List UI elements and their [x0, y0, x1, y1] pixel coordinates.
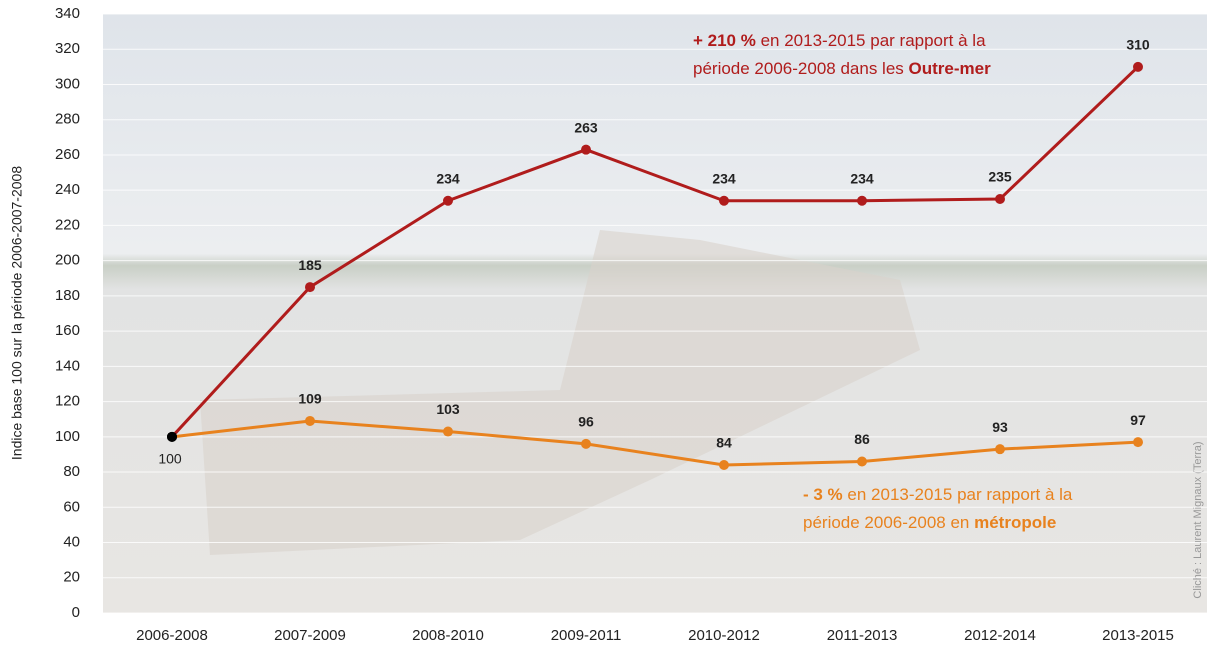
ship-silhouette — [200, 230, 920, 555]
annotation: - 3 % en 2013-2015 par rapport à la — [803, 485, 1073, 504]
data-label: 235 — [988, 169, 1012, 185]
annotation-part: - 3 % — [803, 485, 843, 504]
y-tick-label: 200 — [55, 252, 80, 269]
annotation-part: période 2006-2008 dans les — [693, 59, 909, 78]
x-tick-label: 2006-2008 — [136, 627, 208, 644]
data-label: 234 — [712, 170, 736, 186]
annotation-part: période 2006-2008 en — [803, 513, 974, 532]
data-point — [995, 444, 1005, 455]
annotation-part: en 2013-2015 par rapport à la — [756, 31, 986, 50]
x-tick-label: 2010-2012 — [688, 627, 760, 644]
annotation: période 2006-2008 en métropole — [803, 513, 1056, 532]
x-tick-label: 2007-2009 — [274, 627, 346, 644]
series-line — [170, 65, 1140, 438]
y-tick-label: 100 — [55, 428, 80, 445]
y-tick-label: 180 — [55, 287, 80, 304]
annotation-part: Outre-mer — [909, 59, 992, 78]
data-point — [443, 426, 453, 437]
annotation-part: en 2013-2015 par rapport à la — [843, 485, 1073, 504]
data-point — [581, 438, 591, 449]
data-label: 86 — [854, 431, 870, 447]
y-tick-label: 260 — [55, 146, 80, 163]
y-tick-label: 160 — [55, 322, 80, 339]
y-tick-label: 320 — [55, 40, 80, 57]
y-tick-label: 280 — [55, 111, 80, 128]
data-point — [857, 195, 867, 206]
data-point — [857, 456, 867, 467]
data-label: 310 — [1126, 37, 1150, 53]
data-point — [167, 431, 177, 442]
y-tick-label: 300 — [55, 75, 80, 92]
data-point — [1133, 61, 1143, 72]
y-tick-label: 80 — [63, 463, 80, 480]
series-line — [171, 419, 1139, 467]
y-tick-label: 240 — [55, 181, 80, 198]
photo-credit: Cliché : Laurent Mignaux (Terra) — [1192, 441, 1204, 598]
data-label: 96 — [578, 414, 594, 430]
y-tick-label: 40 — [63, 533, 80, 550]
data-label: 234 — [436, 170, 460, 186]
y-tick-label: 140 — [55, 357, 80, 374]
data-label: 97 — [1130, 412, 1146, 428]
x-tick-label: 2011-2013 — [827, 627, 898, 644]
data-point — [995, 193, 1005, 204]
data-label: 93 — [992, 419, 1008, 435]
data-label: 263 — [574, 119, 598, 135]
y-tick-label: 220 — [55, 216, 80, 233]
data-label: 185 — [298, 257, 322, 273]
data-point — [305, 282, 315, 293]
data-label: 234 — [850, 170, 874, 186]
y-tick-label: 0 — [72, 604, 80, 621]
data-point — [443, 195, 453, 206]
data-point — [581, 144, 591, 155]
x-tick-label: 2013-2015 — [1102, 627, 1174, 644]
y-tick-label: 20 — [63, 569, 80, 586]
data-label: 84 — [716, 435, 732, 451]
data-point — [305, 415, 315, 426]
data-point — [1133, 437, 1143, 448]
data-point — [719, 460, 729, 471]
annotation: période 2006-2008 dans les Outre-mer — [693, 59, 991, 78]
y-tick-label: 120 — [55, 393, 80, 410]
annotation: + 210 % en 2013-2015 par rapport à la — [693, 31, 986, 50]
annotation-part: + 210 % — [693, 31, 756, 50]
y-axis-title: Indice base 100 sur la période 2006-2007… — [9, 166, 25, 460]
x-tick-label: 2012-2014 — [964, 627, 1036, 644]
annotation-part: métropole — [974, 513, 1056, 532]
data-point — [719, 195, 729, 206]
data-label: 109 — [298, 391, 322, 407]
x-tick-label: 2009-2011 — [551, 627, 622, 644]
y-tick-label: 60 — [63, 498, 80, 515]
data-label: 103 — [436, 401, 460, 417]
data-label: 100 — [158, 451, 182, 467]
x-tick-label: 2008-2010 — [412, 627, 484, 644]
y-tick-label: 340 — [55, 5, 80, 22]
